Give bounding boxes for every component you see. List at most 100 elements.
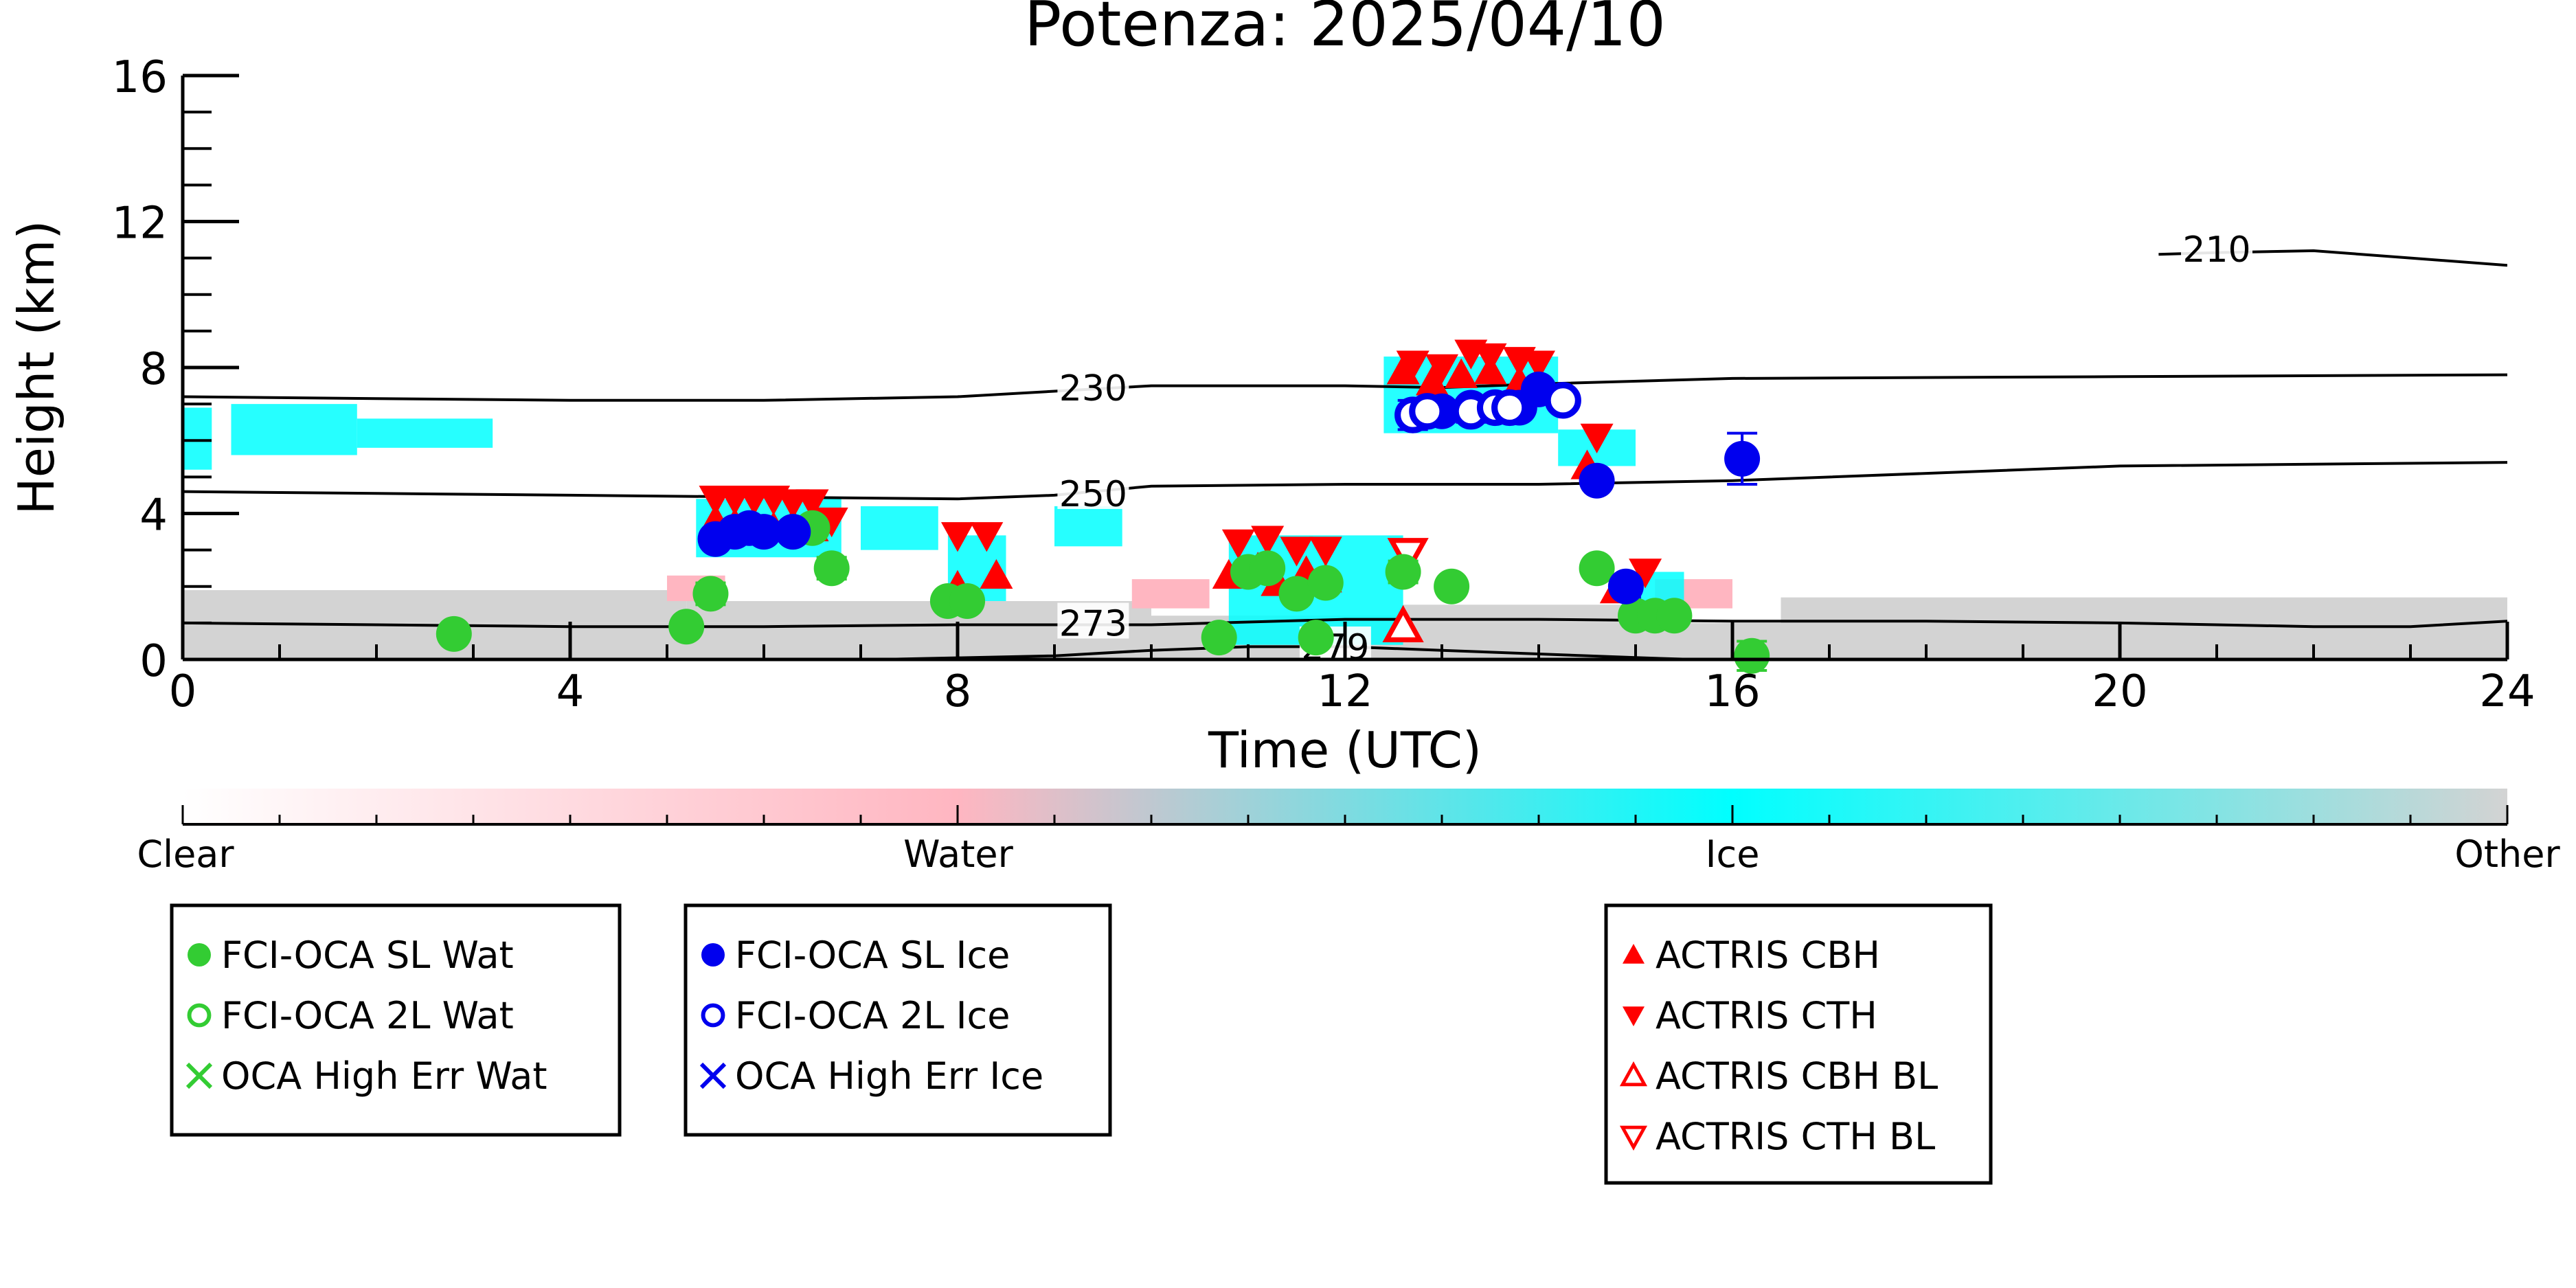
y-tick-label: 12 — [112, 199, 168, 249]
legend-entry: OCA High Err Wat — [185, 1054, 547, 1098]
legend-marker — [701, 1003, 725, 1028]
legend-entry: FCI-OCA 2L Wat — [187, 994, 514, 1037]
data-point — [1382, 605, 1424, 642]
data-point — [795, 489, 829, 519]
data-point — [1734, 637, 1770, 674]
data-point — [813, 550, 850, 587]
x-tick-label: 16 — [1704, 666, 1760, 717]
legend-box: ACTRIS CBH ACTRIS CTH ACTRIS CBH BL ACTRIS … — [1604, 903, 1993, 1185]
legend-marker — [1619, 1125, 1648, 1151]
legend-marker — [699, 1062, 727, 1089]
data-point — [1425, 354, 1458, 384]
legend-marker — [1623, 1006, 1645, 1026]
data-point — [436, 615, 472, 652]
contour-line-250 — [183, 461, 2507, 501]
legend-label: ACTRIS CBH — [1656, 934, 1880, 977]
legend-entry: ACTRIS CBH BL — [1619, 1054, 1938, 1098]
chart-title: Potenza: 2025/04/10 — [1024, 0, 1666, 60]
data-point — [1579, 550, 1615, 587]
legend-frame — [1604, 903, 1993, 1185]
data-point — [980, 558, 1013, 589]
series-fci-oca-2l-ice — [1394, 382, 1581, 433]
data-markers — [436, 339, 1770, 674]
x-tick-label: 24 — [2479, 666, 2535, 717]
contour-label: 210 — [2182, 229, 2250, 271]
x-tick-label: 20 — [2092, 666, 2147, 717]
data-point — [1251, 526, 1285, 556]
data-point — [1278, 576, 1315, 612]
y-axis-label: Height (km) — [8, 221, 65, 515]
legend-label: ACTRIS CBH BL — [1656, 1054, 1938, 1098]
data-point — [1579, 462, 1615, 499]
contour-label: 250 — [1059, 474, 1127, 515]
colorbar-label: Other — [2454, 833, 2560, 876]
series-actris-cbh-bl — [1382, 605, 1424, 642]
data-point — [1473, 343, 1507, 374]
data-point — [1724, 440, 1761, 477]
colorbar: Clear Water Ice Other — [137, 789, 2560, 876]
y-tick-label: 8 — [139, 344, 168, 395]
data-point — [668, 609, 705, 645]
data-point — [692, 576, 729, 612]
cloudmask-region-water — [1131, 579, 1210, 609]
legend-entry: FCI-OCA SL Wat — [188, 934, 514, 977]
data-point — [970, 522, 1004, 552]
data-point — [1544, 382, 1581, 419]
cloudmask-region-other — [1781, 597, 2507, 623]
data-point — [775, 514, 811, 550]
legend-entry: FCI-OCA 2L Ice — [701, 994, 1010, 1037]
data-point — [1607, 568, 1644, 605]
x-tick-label: 4 — [556, 666, 585, 717]
legend-box: FCI-OCA SL Ice FCI-OCA 2L Ice OCA High Err… — [683, 903, 1112, 1137]
data-point — [1201, 620, 1237, 656]
x-axis-label: Time (UTC) — [1208, 721, 1482, 779]
legend-marker — [187, 1003, 212, 1028]
y-tick-label: 0 — [139, 636, 168, 687]
contour-line-273 — [183, 618, 2507, 629]
legend-entry: ACTRIS CTH BL — [1619, 1115, 1935, 1158]
legend-marker — [1623, 944, 1645, 964]
legend-marker — [701, 943, 725, 967]
legend-marker — [1619, 1061, 1648, 1087]
legend-label: OCA High Err Wat — [221, 1054, 547, 1098]
x-tick-label: 12 — [1317, 666, 1372, 717]
data-point — [1298, 620, 1334, 656]
legends: FCI-OCA SL Wat FCI-OCA 2L Wat OCA High Err… — [170, 903, 1993, 1185]
legend-frame — [170, 903, 622, 1137]
data-point — [1385, 554, 1421, 590]
contour-label-bg — [1057, 473, 1129, 509]
legend-label: FCI-OCA SL Wat — [221, 934, 514, 977]
data-point — [1409, 393, 1446, 430]
cloudmask-region-other — [183, 590, 687, 623]
x-tick-label: 8 — [944, 666, 972, 717]
data-point — [1309, 536, 1342, 567]
legend-entry: OCA High Err Ice — [699, 1054, 1043, 1098]
legend-entry: FCI-OCA SL Ice — [701, 934, 1010, 977]
axes: 0 4 8 12 16 20 24 0 4 8 12 16 — [112, 52, 2535, 717]
contour-label-bg — [1057, 367, 1129, 403]
legend-entry: ACTRIS CBH — [1623, 934, 1880, 977]
data-point — [1434, 568, 1470, 605]
legend-label: OCA High Err Ice — [735, 1054, 1043, 1098]
data-point — [941, 522, 974, 552]
data-point — [949, 583, 986, 619]
data-point — [1522, 350, 1555, 381]
contour-label-bg — [1057, 602, 1129, 639]
y-tick-label: 4 — [139, 490, 168, 541]
data-point — [1396, 350, 1430, 381]
colorbar-label: Clear — [137, 833, 234, 876]
data-point — [1250, 550, 1286, 587]
contour-label: 230 — [1059, 368, 1127, 409]
colorbar-label: Ice — [1706, 833, 1760, 876]
cloudmask-region-ice — [183, 407, 212, 470]
legend-label: FCI-OCA 2L Wat — [221, 994, 514, 1037]
data-point — [1629, 558, 1662, 589]
cloudmask-region-ice — [861, 506, 938, 550]
data-point — [1491, 389, 1528, 427]
cloudmask-region-ice — [1054, 506, 1122, 547]
data-point — [1307, 565, 1344, 601]
legend-marker — [185, 1062, 213, 1089]
